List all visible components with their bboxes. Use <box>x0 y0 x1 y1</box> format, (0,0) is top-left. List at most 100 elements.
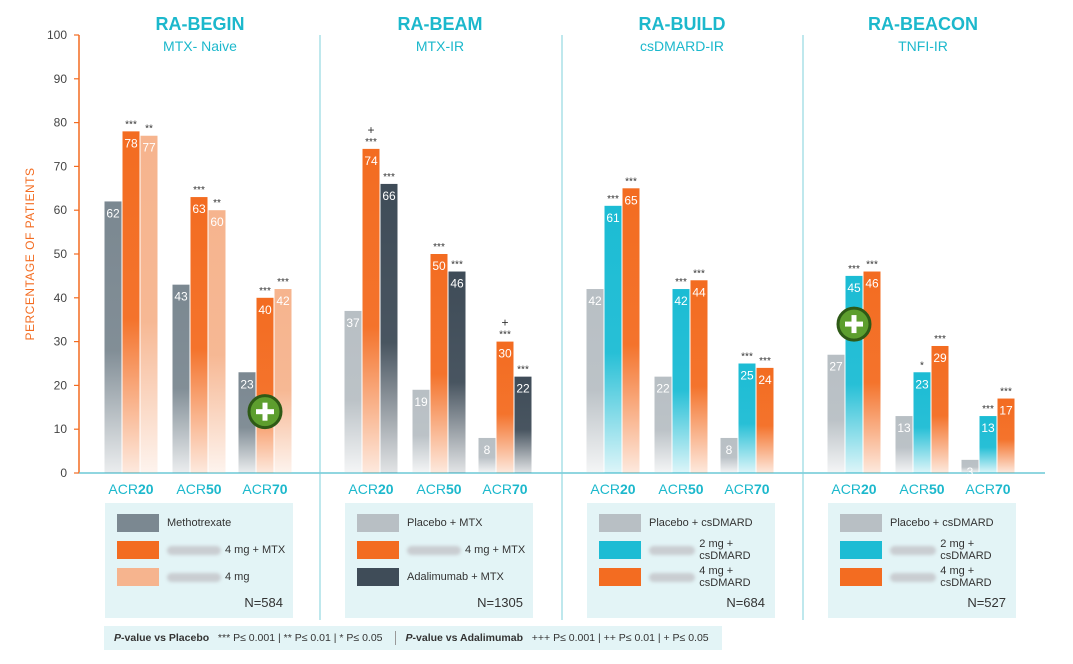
legend-item: 2 mg + csDMARD <box>840 538 1016 562</box>
sample-size-label: N=584 <box>244 595 283 610</box>
legend-item: Placebo + csDMARD <box>840 513 994 533</box>
significance-mark: + <box>367 123 374 137</box>
footnote-placebo-values: *** P≤ 0.001 | ** P≤ 0.01 | * P≤ 0.05 <box>217 632 383 644</box>
legend-item: 4 mg + csDMARD <box>840 565 1016 589</box>
bar-value-label: 43 <box>174 290 188 304</box>
bar-value-label: 24 <box>758 373 772 387</box>
bar-value-label: 23 <box>240 377 254 391</box>
group-label: ACR70 <box>724 481 769 497</box>
bar <box>104 201 122 473</box>
group-label-number: 50 <box>446 481 462 497</box>
significance-mark: *** <box>866 260 878 271</box>
group-label: ACR70 <box>242 481 287 497</box>
significance-mark: *** <box>607 194 619 205</box>
bar <box>863 271 881 473</box>
legend-label: 4 mg + csDMARD <box>940 565 992 589</box>
group-label: ACR70 <box>482 481 527 497</box>
bar-value-label: 42 <box>674 294 688 308</box>
y-tick-label: 30 <box>54 335 68 349</box>
legend-swatch <box>357 541 399 559</box>
bar <box>238 372 256 473</box>
footnote-bar: P-value vs Placebo *** P≤ 0.001 | ** P≤ … <box>104 626 722 650</box>
bar <box>845 275 863 473</box>
redacted-drug-name <box>167 545 221 555</box>
legend-box: Placebo + csDMARD 2 mg + csDMARD 4 mg + cs… <box>828 503 1016 618</box>
bar <box>622 188 640 474</box>
bar-value-label: 77 <box>142 141 156 155</box>
bar <box>274 289 292 473</box>
legend-swatch <box>117 514 159 532</box>
bar-value-label: 66 <box>382 189 396 203</box>
legend-label: Placebo + csDMARD <box>890 517 994 529</box>
group-label: ACR50 <box>899 481 944 497</box>
group-label-prefix: ACR <box>899 481 929 497</box>
bar-value-label: 30 <box>498 347 512 361</box>
bar <box>122 131 140 474</box>
bar-value-label: 25 <box>740 369 754 383</box>
legend-label: 4 mg + csDMARD <box>699 565 751 589</box>
bar-value-label: 19 <box>414 395 428 409</box>
significance-mark: ** <box>145 124 153 135</box>
legend-swatch <box>599 568 641 586</box>
bar-value-label: 29 <box>933 351 947 365</box>
bar <box>827 354 845 473</box>
legend-swatch <box>599 541 641 559</box>
bar-value-label: 60 <box>210 215 224 229</box>
bar-value-label: 62 <box>106 206 120 220</box>
bar-value-label: 37 <box>346 316 360 330</box>
plus-badge-horizontal <box>256 409 274 415</box>
significance-mark: * <box>920 360 924 371</box>
panel-subtitle: TNFI-IR <box>898 38 948 54</box>
legend-label: Methotrexate <box>167 517 232 529</box>
significance-mark: *** <box>193 185 205 196</box>
legend-swatch <box>117 541 159 559</box>
sample-size-label: N=527 <box>967 595 1006 610</box>
bar <box>362 148 380 473</box>
bar-value-label: 63 <box>192 202 206 216</box>
bar <box>380 183 398 474</box>
legend-item: Adalimumab + MTX <box>357 567 504 587</box>
bar <box>997 398 1015 473</box>
significance-mark: *** <box>934 334 946 345</box>
legend-box: Methotrexate 4 mg + MTX 4 mg N=584 <box>105 503 293 618</box>
y-axis-title: PERCENTAGE OF PATIENTS <box>23 167 37 340</box>
legend-label: 2 mg + csDMARD <box>940 538 992 562</box>
y-tick-label: 10 <box>54 422 68 436</box>
bar-value-label: 23 <box>915 377 929 391</box>
bar-value-label: 50 <box>432 259 446 273</box>
bar-value-label: 40 <box>258 303 272 317</box>
y-tick-label: 100 <box>47 28 67 42</box>
panel-title: RA-BEGIN <box>156 14 245 34</box>
group-label-prefix: ACR <box>965 481 995 497</box>
legend-swatch <box>117 568 159 586</box>
significance-mark: ** <box>213 198 221 209</box>
legend-swatch <box>357 568 399 586</box>
legend-swatch <box>599 514 641 532</box>
group-label: ACR50 <box>416 481 461 497</box>
panel-subtitle: csDMARD-IR <box>640 38 724 54</box>
bar <box>208 210 226 473</box>
bar <box>756 367 774 473</box>
footnote-placebo: P-value vs Placebo *** P≤ 0.001 | ** P≤ … <box>114 632 383 644</box>
y-tick-label: 80 <box>54 116 68 130</box>
y-tick-label: 20 <box>54 378 68 392</box>
bar-value-label: 45 <box>847 281 861 295</box>
redacted-drug-name <box>649 545 696 555</box>
group-label-prefix: ACR <box>482 481 512 497</box>
bar-value-label: 3 <box>967 465 974 479</box>
group-label: ACR70 <box>965 481 1010 497</box>
significance-mark: *** <box>365 137 377 148</box>
bar <box>979 416 997 473</box>
group-label-number: 20 <box>378 481 394 497</box>
legend-item: 2 mg + csDMARD <box>599 538 775 562</box>
bar-value-label: 46 <box>865 277 879 291</box>
legend-item: Placebo + csDMARD <box>599 513 753 533</box>
redacted-drug-name <box>167 572 221 582</box>
significance-mark: *** <box>517 365 529 376</box>
group-label-prefix: ACR <box>724 481 754 497</box>
bar <box>478 437 496 473</box>
group-label-prefix: ACR <box>658 481 688 497</box>
group-label: ACR20 <box>831 481 876 497</box>
group-label-number: 50 <box>929 481 945 497</box>
